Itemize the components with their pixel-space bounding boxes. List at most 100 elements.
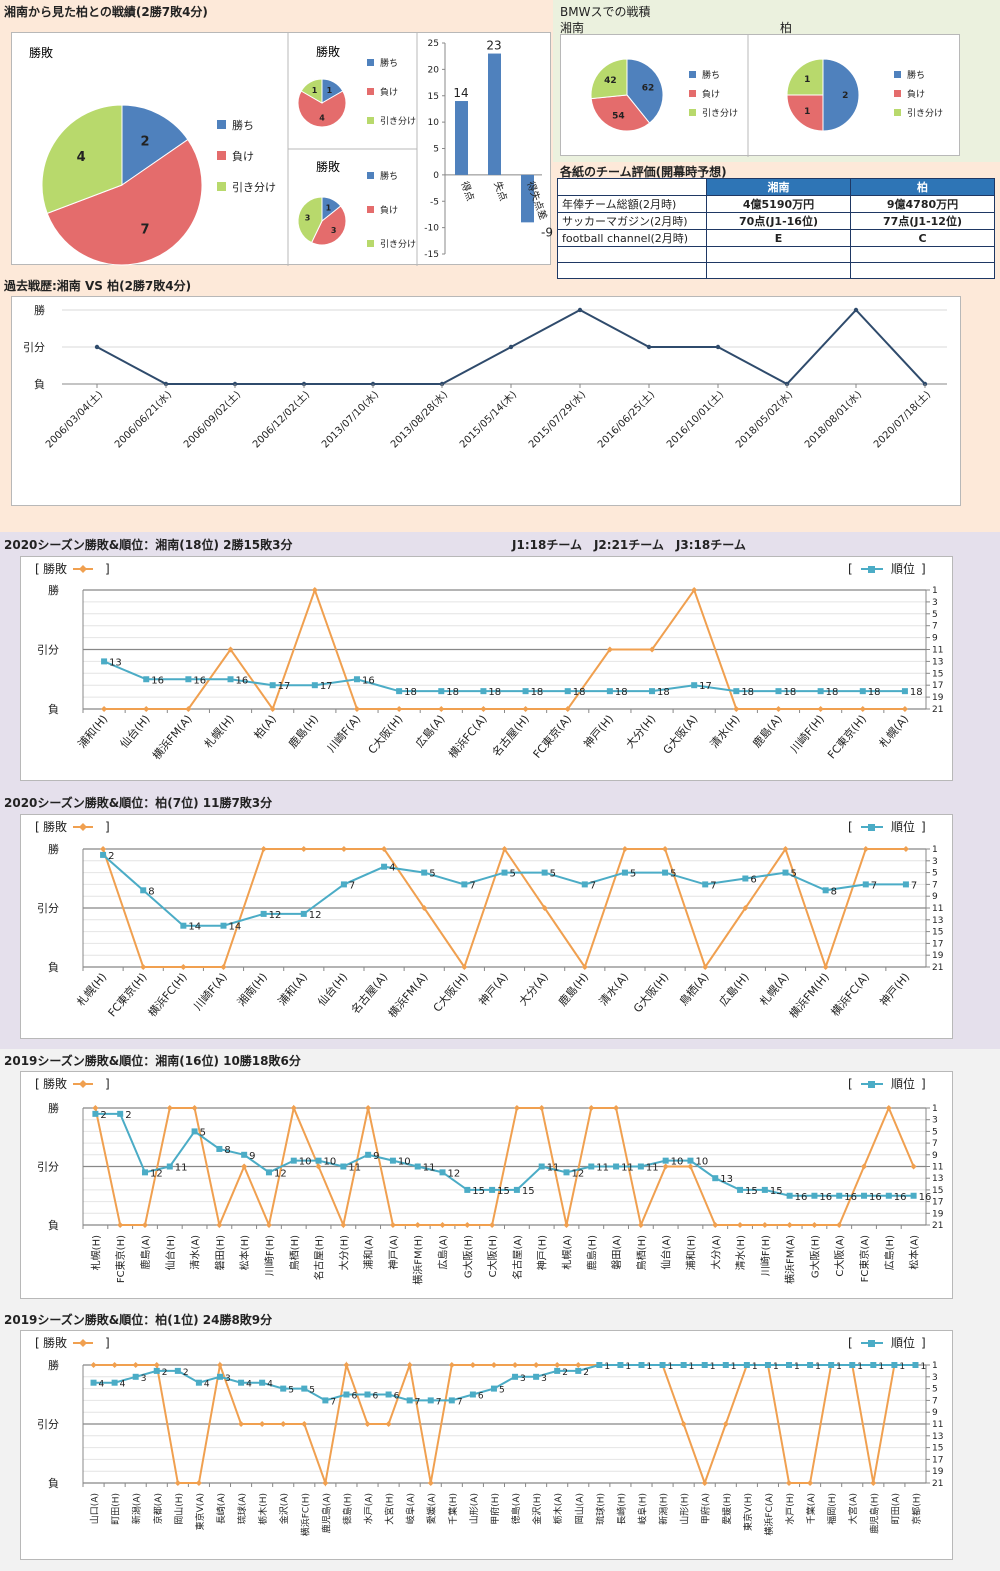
rank-data-label: 8 <box>831 886 837 897</box>
rank-point <box>596 1362 603 1368</box>
legend-result-label: 勝敗 <box>43 1076 67 1091</box>
rank-point <box>513 1186 520 1193</box>
pie-main-legend-swatch <box>217 120 226 129</box>
x-tick-label: 大分(A) <box>709 1235 722 1270</box>
legend-rank-label: 順位 <box>891 1335 915 1350</box>
table-cell: 77点(J1-12位) <box>850 212 995 230</box>
rank-data-label: 16 <box>844 1192 857 1203</box>
result-point <box>406 1362 413 1368</box>
rank-point <box>861 1192 868 1199</box>
x-tick-label: 徳島(A) <box>510 1493 522 1524</box>
bmw-kashiwa-legend-swatch <box>894 71 901 78</box>
bmw-kashiwa-legend-label: 負け <box>907 88 925 100</box>
rank-data-label: 1 <box>878 1362 884 1372</box>
rank-data-label: 2 <box>562 1368 568 1378</box>
rank-point <box>701 1362 708 1368</box>
rank-data-label: 1 <box>646 1362 652 1372</box>
x-tick-label: 鹿島(H) <box>285 712 321 751</box>
x-tick-label: 広島(A) <box>437 1235 450 1270</box>
rank-data-label: 18 <box>446 687 459 698</box>
rank-tick-label: 7 <box>932 1139 938 1149</box>
rank-point <box>185 676 192 683</box>
rank-point <box>340 1163 347 1170</box>
rank-point <box>849 1362 856 1368</box>
x-tick-label: 横浜FM(A) <box>149 712 194 762</box>
rank-point <box>140 887 147 894</box>
rank-point <box>637 1163 644 1170</box>
rank-point <box>575 1367 582 1374</box>
result-point <box>427 1480 434 1486</box>
x-tick-label: 清水(H) <box>734 1235 747 1270</box>
x-tick-label: 横浜FC(A) <box>828 970 872 1019</box>
x-tick-label: 金沢(A) <box>278 1493 290 1524</box>
rank-data-label: 16 <box>236 675 249 686</box>
x-tick-label: 鹿児島(H) <box>868 1493 880 1534</box>
legend-bracket-open: [ <box>848 820 853 834</box>
rank-point <box>406 1397 413 1404</box>
rank-point <box>912 1362 919 1368</box>
bar-value-label: 14 <box>453 86 468 100</box>
rank-data-label: 6 <box>750 875 756 886</box>
rank-point <box>90 1379 97 1386</box>
result-point <box>581 964 588 970</box>
x-tick-label: 鳥栖(A) <box>676 970 711 1008</box>
x-tick-label: 甲府(H) <box>489 1493 501 1525</box>
table-header-cell <box>557 178 707 196</box>
rank-point <box>722 1362 729 1368</box>
x-tick-label: 2006/12/02(土) <box>250 388 313 451</box>
rank-point <box>501 869 508 876</box>
x-tick-label: 川崎F(A) <box>324 712 363 755</box>
x-tick-label: 神戸(A) <box>387 1235 400 1270</box>
rank-data-label: 4 <box>246 1380 252 1390</box>
x-tick-label: 磐田(A) <box>610 1235 623 1270</box>
result-point <box>117 1222 124 1228</box>
pie-main-legend-label: 勝ち <box>232 118 254 132</box>
rank-data-label: 15 <box>497 1186 510 1197</box>
legend-rank-label: 順位 <box>891 561 915 576</box>
rank-point <box>469 1391 476 1398</box>
rank-point <box>782 869 789 876</box>
rank-point <box>902 881 909 888</box>
bmw-title: BMWスでの戦積 <box>560 5 651 19</box>
rank-point <box>461 881 468 888</box>
rank-tick-label: 5 <box>932 610 938 620</box>
result-point <box>649 646 656 653</box>
rank-point <box>241 1151 248 1158</box>
rank-data-label: 18 <box>826 687 839 698</box>
y-axis-label: 引分 <box>23 340 45 354</box>
rank-point <box>606 688 613 695</box>
x-tick-label: 町田(A) <box>890 1493 901 1524</box>
result-point <box>613 1105 620 1111</box>
x-tick-label: 札幌(H) <box>74 970 110 1009</box>
pie-small1-legend-swatch <box>367 117 374 124</box>
x-tick-label: C大阪(H) <box>486 1235 499 1277</box>
result-point <box>817 706 824 712</box>
pie-small1-title: 勝敗 <box>316 44 340 59</box>
result-point <box>712 1222 719 1228</box>
legend-result-label: 勝敗 <box>43 561 67 576</box>
rank-tick-label: 21 <box>932 1221 943 1231</box>
x-tick-label: 仙台(H) <box>117 712 153 751</box>
result-point <box>910 1163 917 1170</box>
legend-result-marker <box>79 1339 87 1347</box>
pie-small1-value-label: 4 <box>319 114 325 123</box>
rank-tick-label: 5 <box>932 1127 938 1137</box>
pie-small2-legend-swatch <box>367 206 374 213</box>
result-point <box>185 706 192 712</box>
rank-tick-label: 21 <box>932 963 943 973</box>
result-point <box>111 1362 118 1368</box>
rank-point <box>340 881 347 888</box>
result-axis-label: 引分 <box>37 643 59 657</box>
rank-point <box>269 682 276 689</box>
x-tick-label: 2015/07/29(水) <box>526 389 588 451</box>
rank-point <box>216 1373 223 1380</box>
result-point <box>563 1222 570 1228</box>
rank-tick-label: 13 <box>932 1432 943 1442</box>
rank-tick-label: 3 <box>932 1373 938 1383</box>
rank-point <box>638 1362 645 1368</box>
result-point <box>588 1105 595 1111</box>
rank-tick-label: 11 <box>932 1163 943 1173</box>
result-point <box>480 706 487 712</box>
table-cell <box>706 262 851 279</box>
